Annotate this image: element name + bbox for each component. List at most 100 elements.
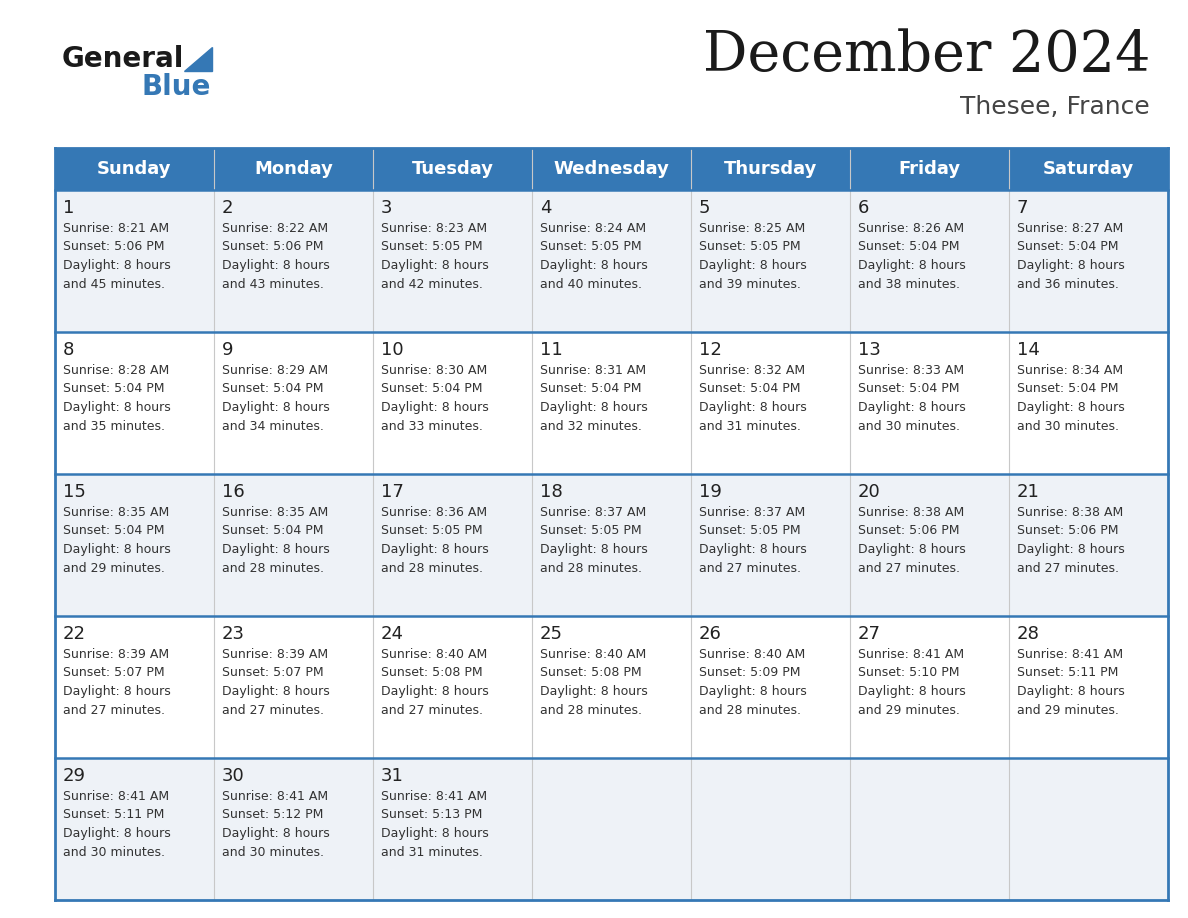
- Text: Sunset: 5:11 PM: Sunset: 5:11 PM: [1017, 666, 1118, 679]
- Text: Sunset: 5:05 PM: Sunset: 5:05 PM: [381, 241, 482, 253]
- Text: Daylight: 8 hours: Daylight: 8 hours: [1017, 259, 1125, 272]
- Bar: [55, 758, 1168, 900]
- Text: and 29 minutes.: and 29 minutes.: [858, 703, 960, 717]
- Text: and 45 minutes.: and 45 minutes.: [63, 277, 165, 290]
- Bar: [55, 332, 1168, 474]
- Text: Sunset: 5:04 PM: Sunset: 5:04 PM: [858, 241, 960, 253]
- Text: Daylight: 8 hours: Daylight: 8 hours: [381, 685, 488, 698]
- Text: General: General: [62, 45, 184, 73]
- Text: and 31 minutes.: and 31 minutes.: [699, 420, 801, 432]
- Text: 31: 31: [381, 767, 404, 785]
- Text: Sunset: 5:04 PM: Sunset: 5:04 PM: [858, 383, 960, 396]
- Text: and 28 minutes.: and 28 minutes.: [699, 703, 801, 717]
- Text: Sunset: 5:04 PM: Sunset: 5:04 PM: [222, 524, 323, 538]
- Text: Sunrise: 8:41 AM: Sunrise: 8:41 AM: [222, 790, 328, 803]
- Text: and 27 minutes.: and 27 minutes.: [222, 703, 324, 717]
- Text: 9: 9: [222, 341, 234, 359]
- Text: Sunrise: 8:38 AM: Sunrise: 8:38 AM: [858, 506, 965, 519]
- Text: Sunrise: 8:38 AM: Sunrise: 8:38 AM: [1017, 506, 1123, 519]
- Text: Sunrise: 8:31 AM: Sunrise: 8:31 AM: [541, 364, 646, 377]
- Text: Sunset: 5:07 PM: Sunset: 5:07 PM: [222, 666, 323, 679]
- Text: Sunset: 5:10 PM: Sunset: 5:10 PM: [858, 666, 960, 679]
- Text: Sunrise: 8:41 AM: Sunrise: 8:41 AM: [63, 790, 169, 803]
- Text: Sunrise: 8:41 AM: Sunrise: 8:41 AM: [858, 648, 965, 661]
- Text: Sunrise: 8:24 AM: Sunrise: 8:24 AM: [541, 222, 646, 235]
- Text: Daylight: 8 hours: Daylight: 8 hours: [699, 685, 807, 698]
- Text: Daylight: 8 hours: Daylight: 8 hours: [381, 401, 488, 414]
- Text: and 28 minutes.: and 28 minutes.: [381, 562, 484, 575]
- Bar: [55, 616, 1168, 758]
- Text: 12: 12: [699, 341, 722, 359]
- Text: and 27 minutes.: and 27 minutes.: [63, 703, 165, 717]
- Text: 10: 10: [381, 341, 404, 359]
- Text: and 27 minutes.: and 27 minutes.: [699, 562, 801, 575]
- Text: Wednesday: Wednesday: [554, 160, 669, 178]
- Text: Sunset: 5:05 PM: Sunset: 5:05 PM: [541, 524, 642, 538]
- Text: Sunrise: 8:21 AM: Sunrise: 8:21 AM: [63, 222, 169, 235]
- Text: Sunset: 5:04 PM: Sunset: 5:04 PM: [1017, 241, 1118, 253]
- Text: and 30 minutes.: and 30 minutes.: [63, 845, 165, 858]
- Text: Sunset: 5:04 PM: Sunset: 5:04 PM: [541, 383, 642, 396]
- Text: Daylight: 8 hours: Daylight: 8 hours: [858, 401, 966, 414]
- Text: Daylight: 8 hours: Daylight: 8 hours: [63, 401, 171, 414]
- Text: Daylight: 8 hours: Daylight: 8 hours: [381, 259, 488, 272]
- Text: Blue: Blue: [143, 73, 211, 101]
- Text: 21: 21: [1017, 483, 1040, 501]
- Text: Sunset: 5:04 PM: Sunset: 5:04 PM: [1017, 383, 1118, 396]
- Text: Sunrise: 8:28 AM: Sunrise: 8:28 AM: [63, 364, 169, 377]
- Text: Sunset: 5:05 PM: Sunset: 5:05 PM: [541, 241, 642, 253]
- Text: Sunrise: 8:30 AM: Sunrise: 8:30 AM: [381, 364, 487, 377]
- Text: and 29 minutes.: and 29 minutes.: [1017, 703, 1119, 717]
- Text: Daylight: 8 hours: Daylight: 8 hours: [699, 543, 807, 556]
- Text: 25: 25: [541, 625, 563, 643]
- Text: Sunset: 5:08 PM: Sunset: 5:08 PM: [381, 666, 482, 679]
- Text: Sunrise: 8:39 AM: Sunrise: 8:39 AM: [222, 648, 328, 661]
- Text: 15: 15: [63, 483, 86, 501]
- Text: 5: 5: [699, 199, 710, 217]
- Text: December 2024: December 2024: [702, 28, 1150, 83]
- Text: Sunset: 5:13 PM: Sunset: 5:13 PM: [381, 809, 482, 822]
- Text: 19: 19: [699, 483, 722, 501]
- Text: Daylight: 8 hours: Daylight: 8 hours: [1017, 543, 1125, 556]
- Text: Sunday: Sunday: [97, 160, 172, 178]
- Text: Sunrise: 8:41 AM: Sunrise: 8:41 AM: [381, 790, 487, 803]
- Polygon shape: [184, 47, 211, 71]
- Text: Sunrise: 8:41 AM: Sunrise: 8:41 AM: [1017, 648, 1123, 661]
- Text: and 28 minutes.: and 28 minutes.: [541, 562, 642, 575]
- Text: Daylight: 8 hours: Daylight: 8 hours: [381, 827, 488, 840]
- Text: 4: 4: [541, 199, 551, 217]
- Text: 27: 27: [858, 625, 881, 643]
- Text: 20: 20: [858, 483, 880, 501]
- Text: Sunset: 5:11 PM: Sunset: 5:11 PM: [63, 809, 164, 822]
- Text: Monday: Monday: [254, 160, 333, 178]
- Text: and 33 minutes.: and 33 minutes.: [381, 420, 482, 432]
- Text: Saturday: Saturday: [1043, 160, 1135, 178]
- Text: 2: 2: [222, 199, 234, 217]
- Text: and 30 minutes.: and 30 minutes.: [222, 845, 324, 858]
- Text: and 35 minutes.: and 35 minutes.: [63, 420, 165, 432]
- Text: 17: 17: [381, 483, 404, 501]
- Text: Daylight: 8 hours: Daylight: 8 hours: [858, 259, 966, 272]
- Text: Sunset: 5:05 PM: Sunset: 5:05 PM: [699, 524, 801, 538]
- Text: Sunset: 5:08 PM: Sunset: 5:08 PM: [541, 666, 642, 679]
- Text: Sunrise: 8:35 AM: Sunrise: 8:35 AM: [222, 506, 328, 519]
- Text: 29: 29: [63, 767, 86, 785]
- Text: Sunrise: 8:26 AM: Sunrise: 8:26 AM: [858, 222, 965, 235]
- Text: Sunrise: 8:39 AM: Sunrise: 8:39 AM: [63, 648, 169, 661]
- Text: 16: 16: [222, 483, 245, 501]
- Text: Sunrise: 8:40 AM: Sunrise: 8:40 AM: [541, 648, 646, 661]
- Text: Daylight: 8 hours: Daylight: 8 hours: [1017, 685, 1125, 698]
- Text: Thursday: Thursday: [723, 160, 817, 178]
- Text: Friday: Friday: [898, 160, 961, 178]
- Bar: [55, 190, 1168, 332]
- Text: Sunrise: 8:32 AM: Sunrise: 8:32 AM: [699, 364, 805, 377]
- Text: Tuesday: Tuesday: [411, 160, 493, 178]
- Text: Sunset: 5:04 PM: Sunset: 5:04 PM: [63, 524, 164, 538]
- Text: 3: 3: [381, 199, 392, 217]
- Text: Sunrise: 8:40 AM: Sunrise: 8:40 AM: [381, 648, 487, 661]
- Text: 11: 11: [541, 341, 563, 359]
- Text: and 28 minutes.: and 28 minutes.: [222, 562, 324, 575]
- Text: 14: 14: [1017, 341, 1040, 359]
- Text: Daylight: 8 hours: Daylight: 8 hours: [541, 685, 647, 698]
- Text: Daylight: 8 hours: Daylight: 8 hours: [222, 685, 330, 698]
